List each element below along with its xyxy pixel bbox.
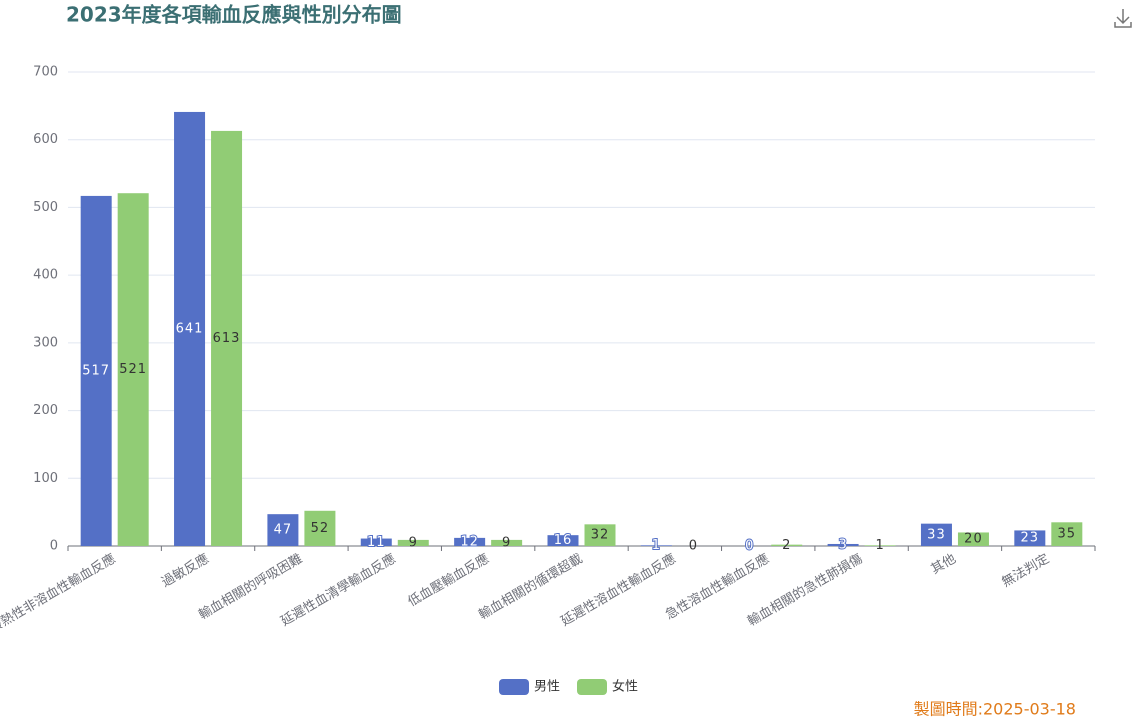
- legend-label: 男性: [534, 680, 560, 695]
- bar: [267, 514, 299, 546]
- data-label: 47: [274, 523, 293, 538]
- bar: [397, 539, 429, 546]
- x-tick-label: 其他: [929, 552, 959, 578]
- y-tick-label: 300: [33, 335, 58, 350]
- bar: [491, 539, 523, 546]
- data-label: 32: [591, 528, 610, 543]
- legend-label: 女性: [612, 679, 638, 695]
- data-label: 20: [964, 532, 983, 547]
- download-icon[interactable]: [1114, 9, 1132, 28]
- x-tick-label: 過敏反應: [159, 551, 212, 591]
- x-tick-label: 低血壓輸血反應: [405, 551, 492, 610]
- chart-title: 2023年度各項輸血反應與性別分布圖: [66, 3, 402, 27]
- y-tick-label: 700: [33, 65, 58, 80]
- data-label: 35: [1058, 527, 1077, 542]
- bar: [360, 538, 392, 546]
- y-tick-label: 100: [33, 471, 58, 486]
- data-label: 0: [689, 539, 698, 554]
- legend-swatch: [499, 679, 529, 695]
- bar: [920, 523, 952, 546]
- data-label: 12: [460, 534, 479, 549]
- bar: [304, 510, 336, 546]
- legend-swatch: [577, 679, 607, 695]
- data-label: 1: [652, 538, 661, 553]
- y-tick-label: 500: [33, 200, 58, 215]
- data-label: 3: [838, 537, 847, 552]
- data-label: 23: [1021, 531, 1040, 546]
- bar: [547, 535, 579, 546]
- data-label: 9: [409, 535, 418, 550]
- bar: [211, 130, 243, 546]
- bar: [957, 532, 989, 546]
- data-label: 2: [782, 538, 791, 553]
- bar: [640, 545, 672, 546]
- bar: [864, 545, 896, 546]
- bar: [584, 524, 616, 546]
- bar: [1014, 530, 1046, 546]
- data-label: 52: [311, 521, 330, 536]
- bar: [771, 544, 803, 546]
- bar: [454, 537, 486, 546]
- data-label: 0: [745, 539, 754, 554]
- bar: [827, 543, 859, 546]
- x-tick-label: 無法判定: [1000, 552, 1053, 591]
- x-tick-label: 發熱性非溶血性輸血反應: [0, 551, 118, 636]
- bar: [117, 193, 149, 547]
- y-tick-label: 200: [33, 403, 58, 418]
- y-tick-label: 0: [50, 539, 58, 554]
- data-label: 11: [367, 535, 386, 550]
- data-label: 16: [554, 533, 573, 548]
- y-tick-label: 600: [33, 132, 58, 147]
- data-label: 641: [176, 321, 204, 336]
- bar: [80, 195, 112, 546]
- data-label: 517: [82, 363, 110, 378]
- data-label: 521: [119, 362, 147, 377]
- data-label: 613: [213, 331, 241, 346]
- bar: [174, 111, 206, 547]
- bar: [1051, 522, 1083, 546]
- data-label: 33: [927, 527, 946, 542]
- y-tick-label: 400: [33, 268, 58, 283]
- data-label: 1: [875, 538, 884, 553]
- data-label: 9: [502, 535, 511, 550]
- footer: 製圖時間:2025-03-18: [914, 700, 1076, 719]
